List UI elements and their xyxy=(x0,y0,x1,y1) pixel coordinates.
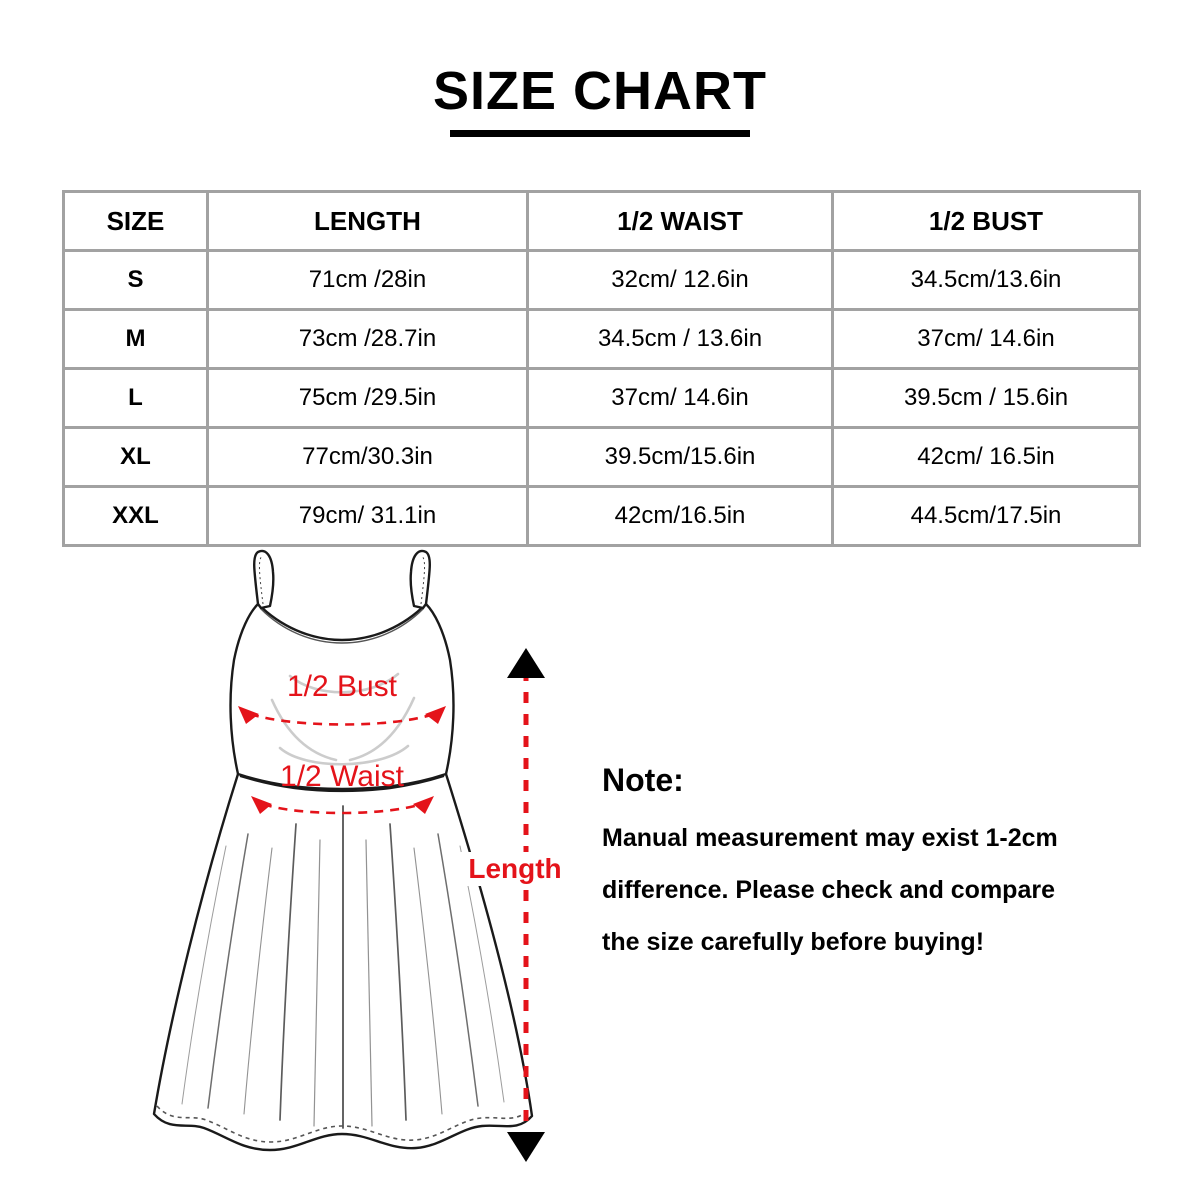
length-arrow-down-icon xyxy=(507,1132,545,1162)
cell-half-waist: 39.5cm/15.6in xyxy=(526,426,834,488)
note-block: Note: Manual measurement may exist 1-2cm… xyxy=(602,758,1112,968)
cell-length: 73cm /28.7in xyxy=(206,308,529,370)
half-bust-measure-arrow xyxy=(238,706,446,726)
cell-length: 71cm /28in xyxy=(206,249,529,311)
hem-stitching xyxy=(156,1105,531,1143)
cell-size: XL xyxy=(62,426,209,488)
column-header-size: SIZE xyxy=(62,190,209,252)
length-dimension: Length xyxy=(460,640,590,1170)
half-waist-measure-arrow xyxy=(251,796,434,815)
title-block: SIZE CHART xyxy=(0,60,1200,137)
bodice-fold-lines xyxy=(270,672,416,766)
right-strap xyxy=(409,549,431,610)
skirt-pleat-lines xyxy=(181,805,505,1129)
note-line: Manual measurement may exist 1-2cm xyxy=(602,824,1058,852)
column-header-length: LENGTH xyxy=(206,190,529,252)
note-heading: Note: xyxy=(602,762,684,798)
column-header-half-waist: 1/2 WAIST xyxy=(526,190,834,252)
cell-size: L xyxy=(62,367,209,429)
cell-half-waist: 32cm/ 12.6in xyxy=(526,249,834,311)
note-line: the size carefully before buying! xyxy=(602,928,985,956)
neckline-contour xyxy=(260,608,424,644)
cell-size: M xyxy=(62,308,209,370)
cell-half-bust: 37cm/ 14.6in xyxy=(831,308,1141,370)
table-row: XXL 79cm/ 31.1in 42cm/16.5in 44.5cm/17.5… xyxy=(62,485,1141,547)
cell-length: 79cm/ 31.1in xyxy=(206,485,529,547)
size-table: SIZE LENGTH 1/2 WAIST 1/2 BUST S 71cm /2… xyxy=(62,190,1141,547)
table-header-row: SIZE LENGTH 1/2 WAIST 1/2 BUST xyxy=(62,190,1141,252)
column-header-half-bust: 1/2 BUST xyxy=(831,190,1141,252)
cell-half-waist: 42cm/16.5in xyxy=(526,485,834,547)
title-underline-rule xyxy=(450,130,750,137)
cell-half-bust: 39.5cm / 15.6in xyxy=(831,367,1141,429)
waist-seam xyxy=(239,774,445,793)
length-arrow-up-icon xyxy=(507,648,545,678)
cell-half-waist: 37cm/ 14.6in xyxy=(526,367,834,429)
dress-illustration: 1/2 Bust 1/2 Waist xyxy=(130,548,570,1188)
page-title: SIZE CHART xyxy=(433,61,767,121)
left-strap xyxy=(253,549,275,610)
cell-half-waist: 34.5cm / 13.6in xyxy=(526,308,834,370)
half-bust-label: 1/2 Bust xyxy=(287,670,398,703)
table-row: XL 77cm/30.3in 39.5cm/15.6in 42cm/ 16.5i… xyxy=(62,426,1141,488)
table-row: M 73cm /28.7in 34.5cm / 13.6in 37cm/ 14.… xyxy=(62,308,1141,370)
length-label: Length xyxy=(460,852,570,886)
cell-half-bust: 42cm/ 16.5in xyxy=(831,426,1141,488)
cell-half-bust: 34.5cm/13.6in xyxy=(831,249,1141,311)
half-waist-label: 1/2 Waist xyxy=(280,760,405,793)
cell-size: XXL xyxy=(62,485,209,547)
note-line: difference. Please check and compare xyxy=(602,876,1055,904)
cell-half-bust: 44.5cm/17.5in xyxy=(831,485,1141,547)
cell-length: 77cm/30.3in xyxy=(206,426,529,488)
table-row: S 71cm /28in 32cm/ 12.6in 34.5cm/13.6in xyxy=(62,249,1141,311)
cell-length: 75cm /29.5in xyxy=(206,367,529,429)
table-row: L 75cm /29.5in 37cm/ 14.6in 39.5cm / 15.… xyxy=(62,367,1141,429)
strap-stitching xyxy=(259,555,425,605)
cell-size: S xyxy=(62,249,209,311)
